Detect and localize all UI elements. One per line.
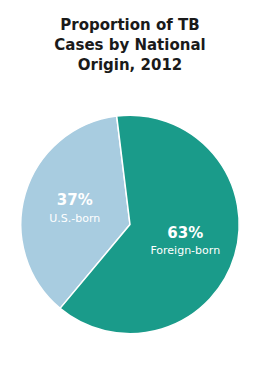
svg-text:Proportion of TB: Proportion of TB xyxy=(60,16,199,34)
svg-text:37%: 37% xyxy=(57,191,93,209)
svg-text:Origin, 2012: Origin, 2012 xyxy=(78,56,183,74)
svg-text:Foreign-born: Foreign-born xyxy=(150,244,220,257)
svg-text:U.S.-born: U.S.-born xyxy=(49,212,100,225)
svg-text:Cases by National: Cases by National xyxy=(54,36,205,54)
svg-text:63%: 63% xyxy=(167,224,203,242)
